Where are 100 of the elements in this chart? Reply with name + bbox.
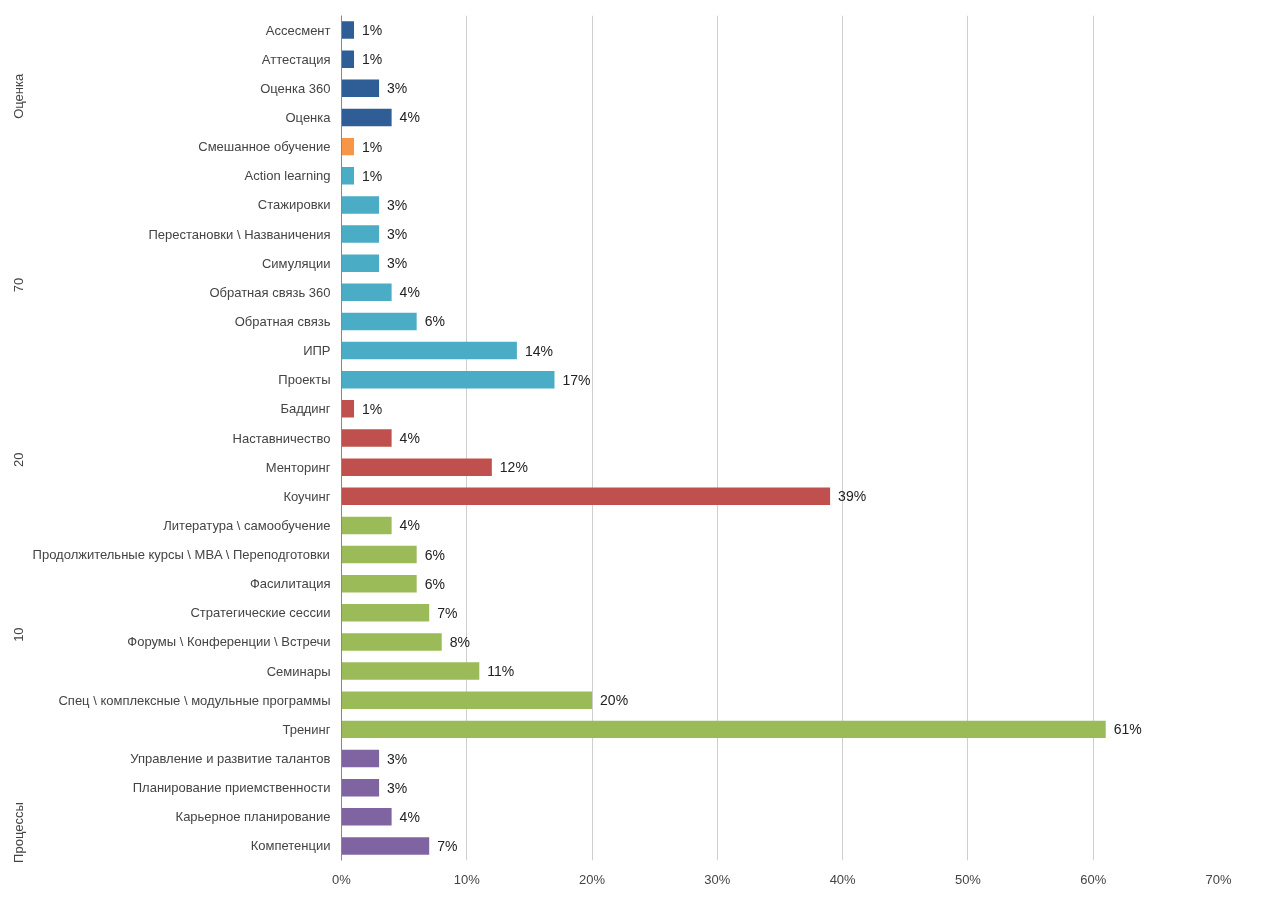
y-tick-label: Баддинг	[280, 401, 331, 417]
data-label: 3%	[387, 226, 408, 243]
bar	[341, 778, 380, 797]
text: 70	[11, 277, 26, 293]
bar	[341, 487, 831, 506]
y-tick-label: Продолжительные курсы \ MBA \ Переподготовки	[32, 547, 330, 563]
x-tick-label: 40%	[829, 871, 857, 887]
y-tick-label: Коучинг	[283, 488, 331, 504]
bar	[341, 837, 430, 855]
y-tick-label: Обратная связь	[234, 313, 331, 329]
bar	[341, 21, 355, 39]
bar	[341, 50, 355, 68]
data-label: 1%	[362, 400, 383, 417]
x-tick-label: 0%	[332, 871, 352, 887]
data-label: 39%	[838, 488, 867, 505]
data-label: 4%	[399, 808, 420, 825]
data-label: 20%	[600, 692, 629, 709]
bar	[341, 108, 392, 127]
data-label: 1%	[362, 138, 383, 155]
y-tick-label: Обратная связь 360	[209, 284, 331, 300]
y-tick-label: Смешанное обучение	[198, 139, 331, 155]
y-tick-label: Семинары	[266, 663, 331, 679]
y-tick-label: Action learning	[244, 168, 331, 184]
text: 20	[11, 452, 26, 468]
y-tick-label: Стажировки	[257, 197, 331, 213]
data-label: 6%	[424, 575, 445, 592]
y-tick-label: Наставничество	[232, 430, 331, 446]
x-tick-label: 70%	[1205, 871, 1232, 887]
data-label: 1%	[362, 51, 383, 68]
data-label: 6%	[424, 546, 445, 563]
bar	[341, 691, 593, 709]
bar	[341, 574, 417, 593]
data-label: 7%	[437, 837, 458, 854]
y-tick-label: Планирование приемственности	[132, 780, 331, 796]
bar	[341, 604, 430, 622]
y-tick-label: Карьерное планирование	[175, 809, 331, 825]
bar	[341, 429, 392, 447]
data-label: 1%	[362, 22, 383, 39]
y-tick-label: Литература \ самообучение	[163, 517, 331, 533]
y-tick-label: Оценка	[285, 109, 332, 125]
bar	[341, 79, 380, 98]
bar	[341, 749, 380, 768]
y-tick-label: Менторинг	[265, 459, 331, 475]
x-tick-label: 10%	[453, 871, 481, 887]
text: Процессы	[11, 802, 26, 863]
data-label: 17%	[562, 371, 591, 388]
y-tick-label: Перестановки \ Названичения	[148, 226, 331, 242]
data-label: 7%	[437, 604, 458, 621]
bar	[341, 137, 355, 156]
bar	[341, 633, 442, 651]
y-tick-label: Оценка 360	[260, 80, 331, 96]
y-tick-label: Аттестация	[261, 51, 331, 67]
data-label: 3%	[387, 779, 408, 796]
bar	[341, 283, 392, 302]
bar	[341, 662, 480, 680]
y-tick-label: Форумы \ Конференции \ Встречи	[127, 634, 331, 650]
data-label: 3%	[387, 750, 408, 767]
y-tick-label: Симуляции	[261, 255, 331, 271]
y-tick-label: Фасилитация	[249, 576, 331, 592]
y-tick-label: ИПР	[303, 343, 331, 359]
bar	[341, 225, 380, 243]
bar	[341, 720, 1106, 739]
y-tick-label: Стратегические сессии	[190, 605, 331, 621]
data-label: 14%	[524, 342, 553, 359]
bar	[341, 458, 492, 476]
bar	[341, 341, 517, 360]
data-label: 3%	[387, 196, 408, 213]
data-label: 6%	[424, 313, 445, 330]
data-label: 3%	[387, 255, 408, 272]
bar	[341, 167, 355, 185]
y-tick-label: Ассесмент	[265, 22, 331, 38]
bar	[341, 516, 392, 535]
data-label: 4%	[399, 109, 420, 126]
bar	[341, 312, 417, 331]
y-tick-label: Тренинг	[282, 721, 331, 737]
x-tick-label: 20%	[579, 871, 606, 887]
data-label: 11%	[487, 663, 515, 680]
text: 10	[11, 627, 26, 642]
bar	[341, 196, 380, 214]
data-label: 4%	[399, 284, 420, 301]
y-tick-label: Управление и развитие талантов	[130, 751, 331, 767]
data-label: 1%	[362, 167, 383, 184]
data-label: 8%	[449, 633, 470, 650]
y-tick-label: Спец \ комплексные \ модульные программы	[58, 692, 331, 708]
data-label: 61%	[1113, 721, 1142, 738]
data-label: 12%	[499, 459, 528, 476]
data-label: 3%	[387, 80, 408, 97]
bar	[341, 400, 355, 418]
bar	[341, 254, 380, 272]
x-tick-label: 50%	[954, 871, 982, 887]
x-tick-label: 30%	[704, 871, 731, 887]
data-label: 4%	[399, 517, 420, 534]
x-tick-label: 60%	[1080, 871, 1107, 887]
data-label: 4%	[399, 430, 420, 446]
bar	[341, 545, 417, 564]
bar	[341, 808, 392, 826]
text: Оценка	[11, 73, 26, 119]
y-tick-label: Проекты	[278, 372, 331, 388]
bar	[341, 370, 555, 389]
y-tick-label: Компетенции	[250, 838, 331, 854]
